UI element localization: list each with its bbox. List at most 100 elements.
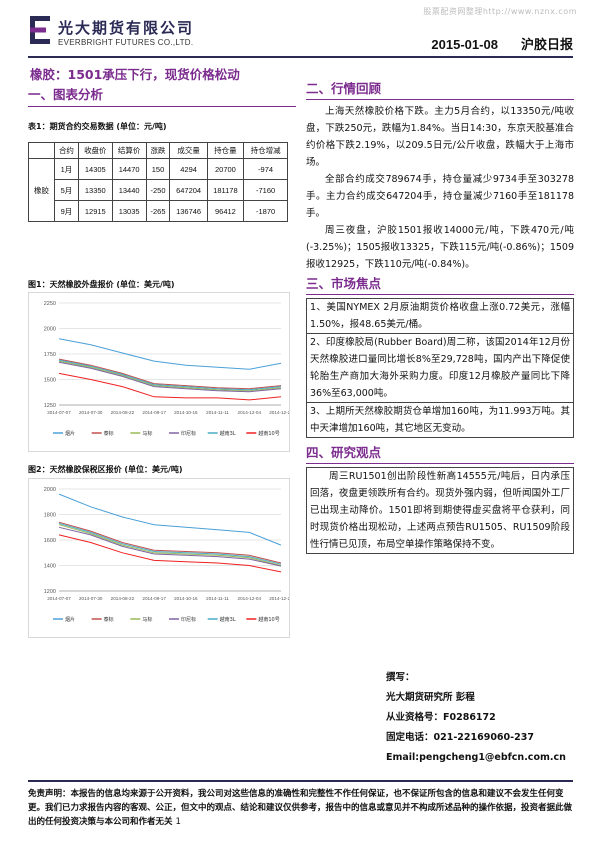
series-line (58, 361, 282, 393)
section2-title: 二、行情回顾 (306, 81, 382, 96)
x-tick-label: 2014-07-07 (47, 596, 71, 601)
legend-label: 泰标 (104, 430, 114, 437)
legend-label: 越南10号 (258, 430, 279, 437)
table-cell: -974 (243, 158, 288, 180)
series-line (58, 534, 282, 573)
futures-table: 合约 收盘价 结算价 涨跌 成交量 持仓量 持仓增减 橡胶 1月 14305 1… (28, 142, 288, 222)
disclaimer: 免责声明：本报告的信息均来源于公开资料，我公司对这些信息的准确性和完整性不作任何… (28, 780, 573, 829)
section1-title: 一、图表分析 (28, 87, 104, 102)
legend-label: 烟片 (65, 616, 75, 623)
author-org: 光大期货研究所 彭程 (386, 692, 475, 703)
market-review-p2: 全部合约成交789674手，持仓量减少9734手至303278手。主力合约成交6… (306, 174, 574, 219)
page-number: 1 (175, 817, 181, 827)
table-cell: 14305 (77, 158, 113, 180)
report-type: 沪胶日报 (520, 38, 573, 53)
legend-label: 越南10号 (258, 616, 279, 623)
table-header-cell: 涨跌 (145, 142, 171, 159)
chart2-frame: 2000 1800 1600 1400 1200 2014-07-07 2014-07-30… (28, 478, 293, 638)
table-cell: 647204 (169, 179, 208, 201)
section3-rule (306, 294, 574, 295)
series-line (58, 524, 282, 566)
x-tick-label: 2014-09-17 (142, 410, 166, 415)
series-line (58, 372, 282, 401)
y-tick-label: 1200 (44, 589, 56, 595)
x-tick-label: 2014-12-04 (238, 410, 262, 415)
focus-item-3: 3、上期所天然橡胶期货仓单增加160吨，为11.993万吨。其中天津增加160吨… (306, 403, 574, 438)
y-tick-label: 1600 (44, 538, 56, 544)
x-tick-label: 2014-07-07 (47, 410, 71, 415)
series-line (58, 521, 282, 564)
header-divider (28, 56, 573, 58)
table-cell: 5月 (54, 179, 79, 201)
author-block: 撰写： 光大期货研究所 彭程 从业资格号：F0286172 固定电话：021-2… (386, 668, 566, 768)
table-row: 橡胶 1月 14305 14470 150 4294 20700 -974 (28, 158, 288, 222)
author-license: 从业资格号：F0286172 (386, 712, 496, 723)
company-name-cn: 光大期货有限公司 (58, 19, 195, 37)
report-headline: 橡胶：1501承压下行，现货价格松动 (30, 67, 240, 82)
series-line (58, 360, 282, 392)
table-cell: -265 (145, 200, 171, 222)
legend-label: 印尼标 (181, 616, 196, 623)
series-line (58, 359, 282, 391)
table-header-cell (28, 142, 55, 159)
author-label: 撰写： (386, 672, 415, 683)
series-line (58, 526, 282, 567)
x-tick-label: 2014-10-16 (174, 596, 198, 601)
table-cell: 13440 (111, 179, 147, 201)
research-view-text: 周三RU1501创出阶段性新高14555元/吨后，日内承压回落，夜盘更领跌所有合… (306, 467, 574, 554)
table-cell: 13350 (77, 179, 113, 201)
y-tick-label: 2000 (44, 327, 56, 333)
x-tick-label: 2014-07-30 (79, 410, 103, 415)
table-caption: 表1：期货合约交易数据 (单位：元/吨) (28, 122, 167, 131)
x-tick-label: 2014-09-17 (142, 596, 166, 601)
watermark-text: 股票配资网整理http://www.nznx.com (423, 7, 577, 16)
table-cell: -250 (145, 179, 171, 201)
table-header-cell: 收盘价 (77, 142, 113, 159)
legend-label: 印尼标 (181, 430, 196, 437)
y-tick-label: 2250 (44, 301, 56, 307)
focus-item-1: 1、美国NYMEX 2月原油期货价格收盘上涨0.72美元，涨幅1.50%，报48… (306, 298, 574, 334)
x-tick-label: 2014-10-16 (174, 410, 198, 415)
company-logo-icon (28, 14, 52, 46)
table-cell: 4294 (169, 158, 208, 180)
legend-label: 马标 (142, 616, 152, 623)
table-header-cell: 持仓增减 (243, 142, 288, 159)
table-header-cell: 合约 (54, 142, 79, 159)
company-name-en: EVERBRIGHT FUTURES CO.,LTD. (58, 38, 194, 47)
x-tick-label: 2014-12-04 (238, 596, 262, 601)
table-cell: -1870 (243, 200, 288, 222)
disclaimer-text: 免责声明：本报告的信息均来源于公开资料，我公司对这些信息的准确性和完整性不作任何… (28, 789, 573, 827)
table-cell: 136746 (169, 200, 208, 222)
table-header-cell: 持仓量 (206, 142, 245, 159)
x-tick-label: 2014-11-11 (206, 596, 229, 601)
table-row: 9月 12915 13035 -265 136746 96412 -1870 (29, 200, 288, 222)
legend-label: 越南3L (220, 616, 236, 623)
section3-title: 三、市场焦点 (306, 276, 382, 291)
series-line (58, 358, 282, 390)
y-tick-label: 1250 (44, 403, 56, 409)
legend-label: 马标 (142, 430, 152, 437)
y-tick-label: 1750 (44, 352, 56, 358)
legend-label: 烟片 (65, 430, 75, 437)
y-tick-label: 2000 (44, 487, 56, 493)
x-tick-label: 2014-08-22 (111, 596, 135, 601)
table-cell: 1月 (54, 158, 79, 180)
left-column: 一、图表分析 表1：期货合约交易数据 (单位：元/吨) 合约 收盘价 结算价 涨… (28, 86, 296, 222)
page-header: 光大期货有限公司 EVERBRIGHT FUTURES CO.,LTD. 201… (28, 14, 573, 58)
y-tick-label: 1400 (44, 564, 56, 570)
row-group-label: 橡胶 (28, 158, 55, 222)
x-tick-label: 2014-12-29 (269, 596, 289, 601)
series-line (58, 338, 282, 370)
series-line (58, 493, 282, 546)
legend-label: 越南3L (220, 430, 236, 437)
x-tick-label: 2014-11-11 (206, 410, 229, 415)
section4-title: 四、研究观点 (306, 445, 382, 460)
table-cell: 12915 (77, 200, 113, 222)
author-email: Email:pengcheng1@ebfcn.com.cn (386, 752, 566, 763)
table-row: 5月 13350 13440 -250 647204 181178 -7160 (29, 179, 288, 201)
chart2-caption: 图2：天然橡胶保税区报价 (单位：美元/吨) (28, 465, 183, 474)
x-tick-label: 2014-08-22 (111, 410, 135, 415)
x-tick-label: 2014-12-29 (269, 410, 289, 415)
